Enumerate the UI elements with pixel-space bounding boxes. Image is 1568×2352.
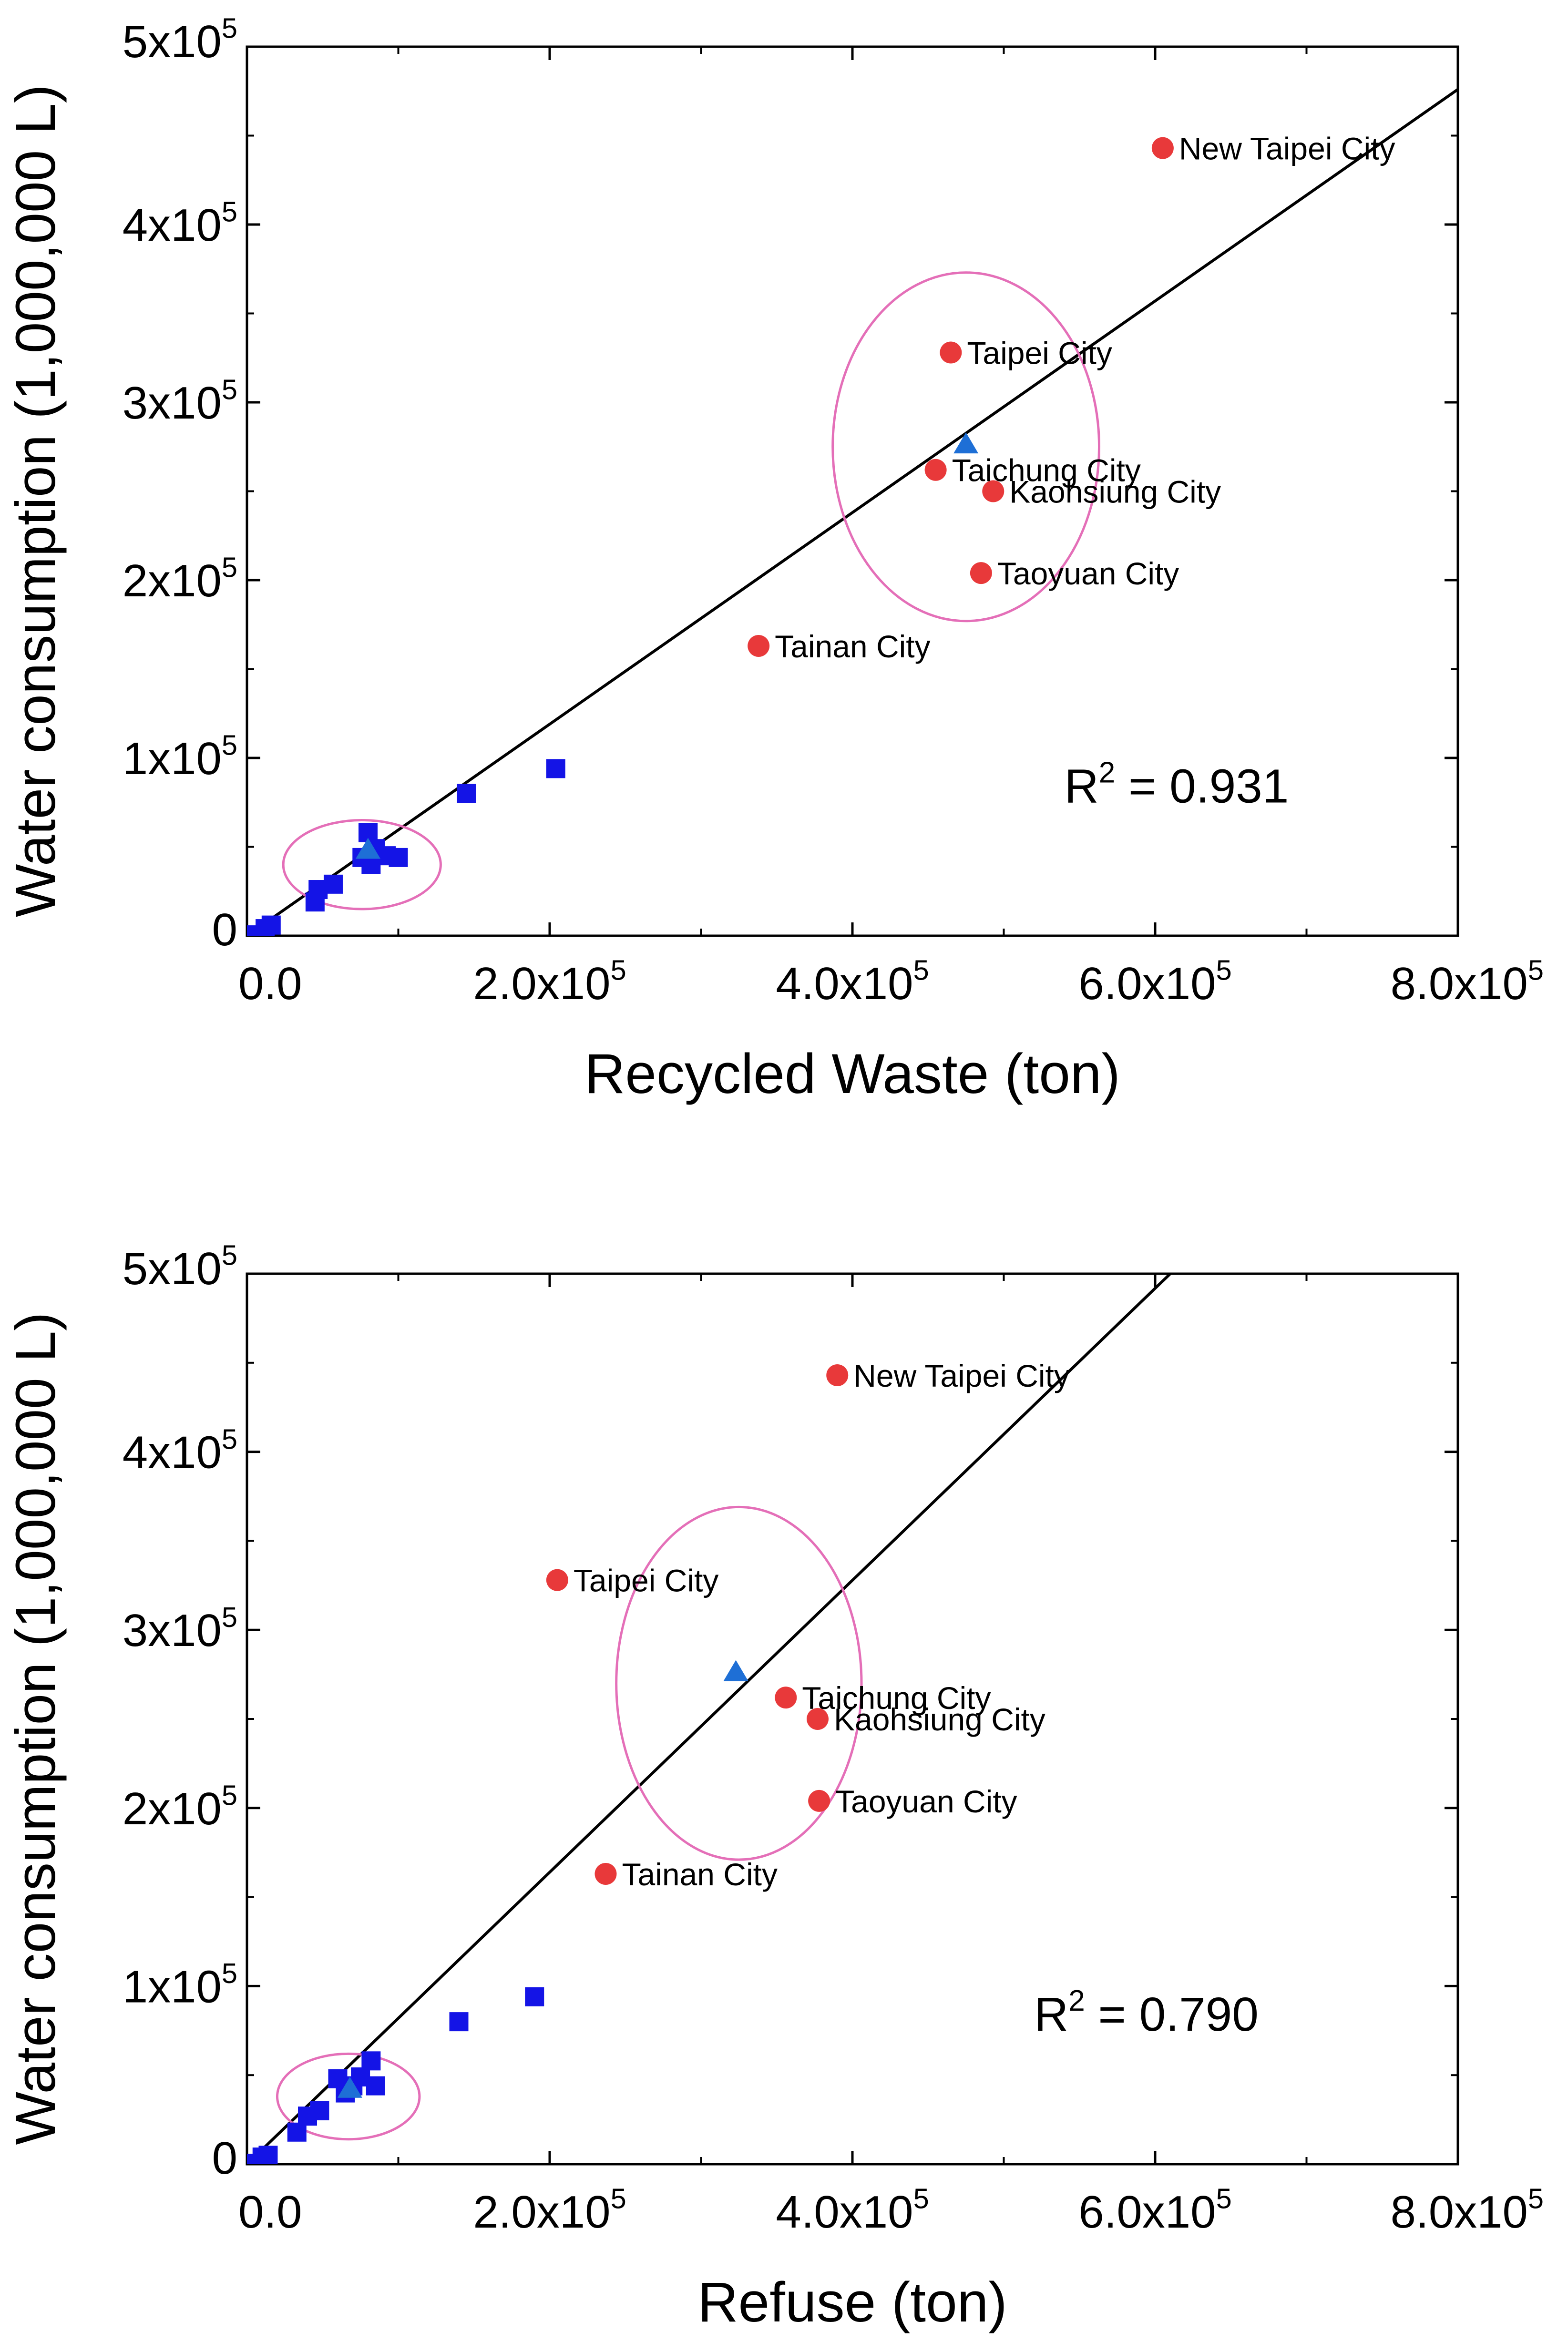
y-tick-label: 3x105 xyxy=(123,374,237,429)
y-tick-label: 0 xyxy=(212,904,237,955)
y-tick-label: 0 xyxy=(212,2133,237,2184)
plot-content xyxy=(247,1274,1171,2164)
data-point-square xyxy=(449,2012,469,2032)
x-tick-label: 4.0x105 xyxy=(776,2183,929,2238)
data-point-square xyxy=(525,1987,544,2006)
y-axis-title: Water consumption (1,000,000 L) xyxy=(4,84,67,917)
y-tick-label: 4x105 xyxy=(123,1423,237,1478)
data-point-square xyxy=(546,759,565,778)
city-label: Kaohsiung City xyxy=(1009,474,1221,510)
data-point-triangle xyxy=(953,432,979,454)
recycled-waste-chart: 0.0 2.0x105 4.0x105 6.0x105 8.0x105 0 1x105 2x1… xyxy=(4,12,1544,1105)
city-label: New Taipei City xyxy=(853,1358,1070,1393)
data-point-square xyxy=(323,874,343,894)
x-tick-label: 0.0 xyxy=(238,958,302,1009)
city-label: Taoyuan City xyxy=(997,556,1179,591)
y-tick-label: 5x105 xyxy=(123,1239,237,1294)
r-squared-label: R2 = 0.931 xyxy=(1065,756,1289,813)
city-point xyxy=(982,480,1004,502)
city-point xyxy=(826,1364,849,1386)
city-point xyxy=(806,1708,829,1730)
city-label: Taipei City xyxy=(967,336,1112,371)
x-tick-label: 8.0x105 xyxy=(1391,954,1544,1009)
data-point-triangle xyxy=(356,838,380,859)
y-tick-label: 3x105 xyxy=(123,1601,237,1656)
city-point xyxy=(775,1687,797,1709)
refuse-chart: 0.0 2.0x105 4.0x105 6.0x105 8.0x105 0 1x105 2x1… xyxy=(4,1239,1544,2334)
x-tick-label: 0.0 xyxy=(238,2187,302,2238)
x-tick-label: 6.0x105 xyxy=(1078,2183,1231,2238)
city-label: New Taipei City xyxy=(1179,131,1395,166)
data-point-square xyxy=(287,2122,307,2142)
data-point-square xyxy=(389,848,408,867)
data-point-square xyxy=(457,784,476,803)
data-point-square xyxy=(261,915,281,935)
city-point xyxy=(546,1569,568,1591)
city-point xyxy=(808,1790,830,1812)
city-point xyxy=(748,635,770,657)
fit-line xyxy=(247,1274,1171,2164)
data-point-triangle xyxy=(723,1660,748,1681)
city-label: Taoyuan City xyxy=(835,1784,1017,1819)
data-point-triangle xyxy=(337,2076,362,2098)
plot-content xyxy=(247,88,1458,936)
city-label: Taipei City xyxy=(574,1563,718,1598)
city-point xyxy=(924,459,947,481)
x-axis-title: Recycled Waste (ton) xyxy=(584,1043,1120,1105)
y-tick-label: 2x105 xyxy=(123,1779,237,1834)
data-point-square xyxy=(366,2076,385,2096)
highlight-ellipse xyxy=(276,2052,421,2141)
city-label: Tainan City xyxy=(622,1857,778,1892)
highlight-ellipse xyxy=(831,271,1101,623)
city-label: Taichung City xyxy=(802,1680,991,1716)
city-point xyxy=(1151,137,1174,159)
x-tick-label: 4.0x105 xyxy=(776,954,929,1009)
y-tick-label: 4x105 xyxy=(123,196,237,251)
x-tick-label: 8.0x105 xyxy=(1391,2183,1544,2238)
y-tick-label: 1x105 xyxy=(123,729,237,784)
city-label: Taichung City xyxy=(952,453,1141,488)
highlight-ellipse xyxy=(282,819,442,910)
data-point-square xyxy=(361,2051,381,2071)
fit-line xyxy=(247,88,1458,936)
x-tick-label: 2.0x105 xyxy=(473,2183,626,2238)
r-squared-label: R2 = 0.790 xyxy=(1034,1984,1259,2041)
data-point-square xyxy=(258,2146,278,2164)
data-point-square xyxy=(310,2101,329,2120)
x-axis-title: Refuse (ton) xyxy=(697,2271,1007,2334)
city-point xyxy=(594,1863,617,1885)
x-tick-label: 2.0x105 xyxy=(473,954,626,1009)
highlight-ellipse xyxy=(615,1505,863,1861)
city-label: Kaohsiung City xyxy=(834,1702,1045,1737)
y-tick-label: 5x105 xyxy=(123,12,237,67)
city-point xyxy=(940,341,962,364)
y-tick-label: 2x105 xyxy=(123,552,237,606)
city-point xyxy=(970,562,992,584)
x-tick-label: 6.0x105 xyxy=(1078,954,1231,1009)
y-axis-title: Water consumption (1,000,000 L) xyxy=(4,1312,67,2145)
y-tick-label: 1x105 xyxy=(123,1957,237,2012)
city-label: Tainan City xyxy=(775,629,931,664)
